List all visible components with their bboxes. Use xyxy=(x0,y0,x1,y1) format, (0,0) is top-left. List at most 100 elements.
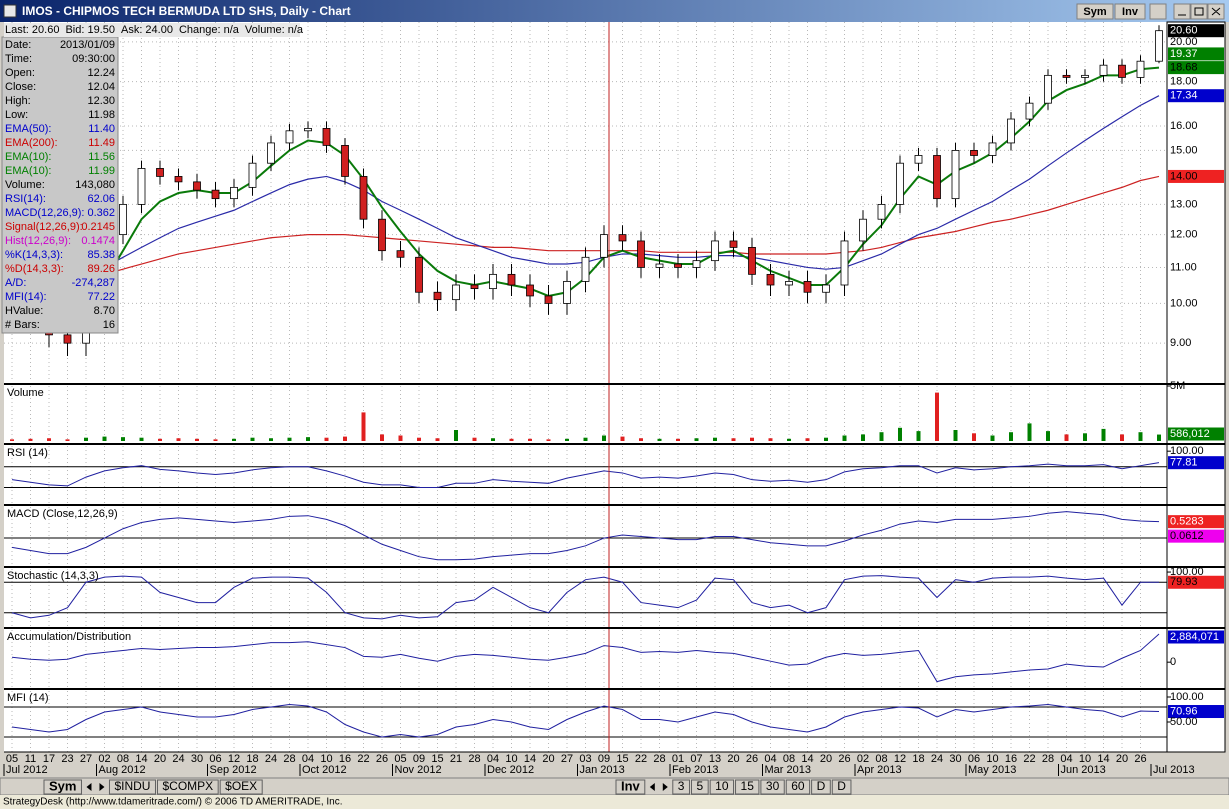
x-month-label: Aug 2012 xyxy=(99,764,146,776)
value-box xyxy=(1168,89,1224,103)
data-window-value: 2013/01/09 xyxy=(60,39,115,51)
interval-tab[interactable] xyxy=(811,779,831,795)
interval-tab-label[interactable]: 60 xyxy=(791,779,805,793)
restore-button[interactable] xyxy=(1149,3,1167,20)
value-box-label: 586,012 xyxy=(1170,428,1210,440)
volume-bar xyxy=(10,439,14,441)
volume-bar xyxy=(1138,432,1143,441)
volume-bar xyxy=(768,438,773,441)
candle-body xyxy=(507,273,516,286)
symbol-tab-label[interactable]: $OEX xyxy=(225,779,257,793)
symbol-tab[interactable] xyxy=(108,779,156,795)
x-day-label: 18 xyxy=(912,753,924,765)
data-window-label: EMA(50): xyxy=(5,123,51,135)
volume-bar xyxy=(176,438,181,441)
interval-tab-label[interactable]: 15 xyxy=(741,779,755,793)
candle-body xyxy=(63,334,72,344)
x-day-label: 07 xyxy=(690,753,702,765)
x-day-label: 14 xyxy=(1097,753,1109,765)
interval-tab-label[interactable]: 5 xyxy=(696,779,703,793)
candle-body xyxy=(748,247,756,275)
symbol-tab-label[interactable]: $INDU xyxy=(114,779,150,793)
data-window xyxy=(1,36,119,334)
y-tick-label: 11.00 xyxy=(1170,261,1197,273)
candle-body xyxy=(1007,118,1015,144)
data-window-label: A/D: xyxy=(5,277,26,289)
inv-button[interactable] xyxy=(1114,3,1146,20)
y-tick-label: 0 xyxy=(1170,656,1176,668)
sym-button[interactable] xyxy=(1076,3,1114,20)
window-control-glyphs xyxy=(1178,7,1221,16)
maximize-button[interactable] xyxy=(1190,3,1208,20)
volume-bar xyxy=(398,435,403,441)
volume-bar xyxy=(620,436,625,441)
sym-button-label[interactable]: Sym xyxy=(1083,6,1106,18)
candle-body xyxy=(822,284,830,293)
x-month-label: Jun 2013 xyxy=(1061,764,1106,776)
x-day-label: 30 xyxy=(949,753,961,765)
candle-body xyxy=(1155,30,1163,62)
overlay-layer: 20.60 19.37 18.68 17.34 14.00 Date: 2013/01/09… xyxy=(1,24,1224,719)
data-window-value: 12.24 xyxy=(87,67,115,79)
data-window-label: EMA(200): xyxy=(5,137,58,149)
x-day-label: 30 xyxy=(191,753,203,765)
candle-body xyxy=(711,240,719,262)
x-day-label: 10 xyxy=(986,753,998,765)
symbol-tab[interactable] xyxy=(219,779,263,795)
x-day-label: 04 xyxy=(764,753,776,765)
data-window-value: 11.99 xyxy=(88,165,115,177)
value-box xyxy=(1168,169,1224,183)
candle-body xyxy=(655,263,664,268)
y-tick-label: 50.00 xyxy=(1170,716,1198,728)
candle-body xyxy=(692,260,701,268)
interval-tab[interactable] xyxy=(831,779,852,795)
x-day-label: 16 xyxy=(339,753,351,765)
symbol-tab[interactable] xyxy=(156,779,219,795)
volume-bar xyxy=(287,437,292,441)
volume-bar xyxy=(84,437,88,441)
interval-button[interactable] xyxy=(615,779,646,795)
x-day-label: 08 xyxy=(117,753,129,765)
volume-bar xyxy=(750,437,754,441)
x-day-label: 26 xyxy=(376,753,388,765)
symbol-tab-label[interactable]: $COMPX xyxy=(162,779,213,793)
x-day-label: 12 xyxy=(894,753,906,765)
symbol-button-label[interactable]: Sym xyxy=(49,778,76,793)
inv-button-label[interactable]: Inv xyxy=(1122,6,1139,18)
status-bar xyxy=(0,795,1229,809)
interval-tab-label[interactable]: D xyxy=(837,779,846,793)
panel-title: Volume xyxy=(7,387,44,399)
data-window-label: RSI(14): xyxy=(5,193,46,205)
x-day-label: 22 xyxy=(635,753,647,765)
interval-tab[interactable] xyxy=(735,779,760,795)
interval-tab-label[interactable]: 30 xyxy=(766,779,780,793)
volume-bar xyxy=(47,438,51,441)
data-window-label: Low: xyxy=(5,109,28,121)
candle-body xyxy=(951,150,960,200)
value-box-label: 70.96 xyxy=(1170,705,1198,717)
candle-body xyxy=(1136,60,1145,78)
quote-field: Volume: n/a xyxy=(245,24,304,36)
value-box-label: 77.81 xyxy=(1170,457,1198,469)
interval-tab[interactable] xyxy=(709,779,735,795)
x-day-label: 20 xyxy=(1116,753,1128,765)
data-window-label: Signal(12,26,9): xyxy=(5,221,83,233)
interval-tab[interactable] xyxy=(785,779,811,795)
interval-tab-label[interactable]: 10 xyxy=(715,779,729,793)
interval-button-label[interactable]: Inv xyxy=(621,778,641,793)
value-box-label: 79.93 xyxy=(1170,576,1198,588)
interval-tab-label[interactable]: D xyxy=(817,779,826,793)
candle-body xyxy=(211,189,220,200)
volume-bar xyxy=(842,435,847,441)
x-day-label: 20 xyxy=(727,753,739,765)
interval-tab-label[interactable]: 3 xyxy=(678,779,685,793)
value-box xyxy=(1168,427,1224,441)
interval-tab[interactable] xyxy=(760,779,785,795)
x-day-label: 15 xyxy=(616,753,628,765)
minimize-button[interactable] xyxy=(1173,3,1191,20)
symbol-button[interactable] xyxy=(43,779,82,795)
interval-tab[interactable] xyxy=(672,779,690,795)
volume-bar xyxy=(324,437,329,441)
interval-tab[interactable] xyxy=(690,779,709,795)
data-window-label: # Bars: xyxy=(5,319,40,331)
